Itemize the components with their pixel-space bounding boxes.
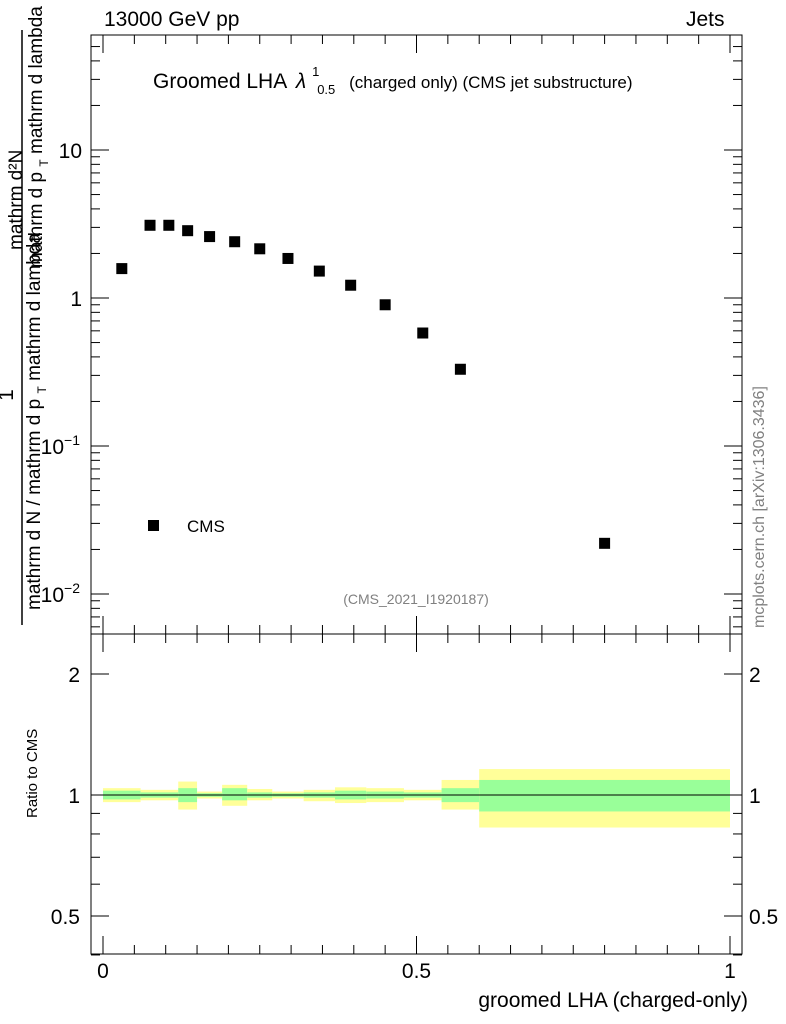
y-axis-label: 1 mathrm d N / mathrm d p T mathrm d lam… (0, 6, 53, 625)
cms-point-7 (282, 252, 294, 264)
ratio-band-inner-12 (479, 779, 730, 812)
plot-title-main: Groomed LHA (153, 70, 287, 93)
cms-point-13 (599, 537, 611, 549)
cms-point-10 (379, 299, 391, 311)
plot-title-sup: 1 (312, 64, 319, 79)
ratio-tick-label-left-0: 2 (68, 664, 80, 687)
legend-marker (148, 520, 159, 531)
ratio-y-label: Ratio to CMS (24, 729, 41, 818)
analysis-id: (CMS_2021_I1920187) (343, 591, 489, 607)
x-tick-label-0: 0 (97, 960, 109, 983)
cms-point-2 (163, 219, 175, 231)
y-label-numerator: mathrm d²N (6, 150, 27, 250)
x-tick-label-2: 1 (724, 960, 736, 983)
y-label-den-sub: T (35, 386, 49, 394)
x-axis-label: groomed LHA (charged-only) (478, 989, 748, 1012)
y-tick-label-2: 10−1 (41, 432, 81, 459)
plot-title-sub: 0.5 (317, 82, 335, 97)
y-label-den-part2: mathrm d lambda (24, 233, 45, 381)
ratio-tick-label-left-1: 1 (68, 785, 80, 808)
cms-data-markers (116, 219, 611, 549)
plot-title: Groomed LHA λ 1 0.5 (charged only) (CMS … (153, 58, 633, 99)
cms-point-8 (313, 265, 325, 277)
cms-point-3 (182, 225, 194, 237)
y-label-num-part3: mathrm d lambda (26, 6, 47, 154)
mcplots-side-label: mcplots.cern.ch [arXiv:1306.3436] (751, 386, 768, 628)
cms-point-12 (454, 363, 466, 375)
ratio-tick-label-right-0: 2 (749, 664, 761, 687)
cms-point-1 (144, 219, 156, 231)
cms-point-9 (345, 279, 357, 291)
ratio-axis-ticks: 2 2 1 1 0.5 0.5 0 0.5 1 (51, 634, 778, 983)
y-tick-label-0: 10 (59, 140, 82, 163)
ratio-tick-label-right-2: 0.5 (749, 906, 778, 929)
legend-label-cms: CMS (187, 517, 225, 536)
cms-point-0 (116, 263, 128, 275)
cms-point-4 (204, 231, 216, 243)
energy-label: 13000 GeV pp (104, 8, 240, 31)
y-label-den-part1: mathrm d N / mathrm d p (24, 399, 45, 610)
main-axis-ticks: 10 1 10−1 10−2 (41, 35, 742, 634)
cms-point-6 (254, 243, 266, 255)
y-label-denominator: mathrm d N / mathrm d p T mathrm d lambd… (24, 233, 51, 610)
y-label-num-part2-wrap: mathrm d p T mathrm d lambda (26, 6, 53, 268)
plot-title-suffix: (charged only) (CMS jet substructure) (349, 73, 632, 92)
main-panel-frame (90, 34, 743, 635)
y-label-one: 1 (0, 389, 18, 401)
y-tick-label-1: 1 (70, 288, 82, 311)
ratio-tick-label-right-1: 1 (749, 785, 761, 808)
y-label-num-sub: T (37, 159, 51, 167)
cms-point-5 (229, 236, 241, 248)
plot-title-symbol: λ (295, 70, 306, 93)
y-label-num-part2: mathrm d p (26, 172, 47, 268)
category-label: Jets (686, 8, 725, 31)
x-tick-label-1: 0.5 (402, 960, 431, 983)
cms-point-11 (417, 327, 429, 339)
ratio-bands (103, 769, 730, 828)
ratio-tick-label-left-2: 0.5 (51, 906, 80, 929)
y-tick-label-3: 10−2 (41, 580, 81, 607)
ratio-band-inner-4 (222, 788, 248, 801)
